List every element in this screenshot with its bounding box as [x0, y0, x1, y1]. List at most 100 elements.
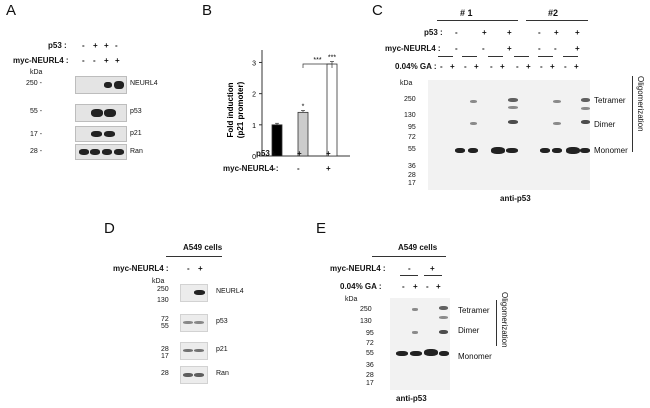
lane-pair-line: [514, 56, 529, 57]
chart-ylabel-1: Fold induction: [226, 82, 235, 137]
marker: 28: [161, 346, 169, 353]
panel-a-kda: kDa: [30, 69, 43, 76]
sign: -: [490, 62, 493, 71]
blot-d-p21: [180, 342, 208, 360]
group-1-label: # 1: [460, 8, 473, 18]
sign: +: [575, 28, 580, 37]
panel-b-myc-label: myc-NEURL4 :: [223, 164, 279, 173]
lane-pair-line: [462, 56, 477, 57]
marker: 55: [161, 323, 169, 330]
sign: +: [326, 164, 331, 173]
panel-d-label: D: [104, 220, 115, 237]
sign: -: [402, 282, 405, 291]
band-label: p21: [216, 346, 228, 353]
band-label: Ran: [216, 370, 229, 377]
marker: 72: [161, 316, 169, 323]
sign: +: [550, 62, 555, 71]
sign: +: [500, 62, 505, 71]
sign: +: [482, 28, 487, 37]
panel-b-p53-signs: - + +: [273, 149, 353, 159]
significance-mark: *: [302, 103, 305, 110]
panel-e-myc-label: myc-NEURL4 :: [330, 264, 386, 273]
marker: 17: [408, 180, 416, 187]
band-label: NEURL4: [216, 288, 244, 295]
oligo-bracket: [496, 300, 497, 346]
marker: 250: [360, 306, 372, 313]
sign: +: [430, 264, 435, 273]
marker: 55: [408, 146, 416, 153]
panel-c-myc-label: myc-NEURL4 :: [385, 44, 441, 53]
sign: +: [575, 44, 580, 53]
marker: 72: [366, 340, 374, 347]
right-label: Dimer: [594, 120, 616, 129]
sign: -: [297, 164, 300, 173]
panel-a-myc-label: myc-NEURL4 :: [13, 56, 69, 65]
band-label: p21: [130, 130, 142, 137]
marker: 95: [408, 124, 416, 131]
sign: +: [450, 62, 455, 71]
y-tick-label: 1: [252, 123, 256, 130]
sign: +: [93, 41, 98, 50]
marker: 28: [161, 370, 169, 377]
sign: +: [104, 41, 109, 50]
band-label: NEURL4: [130, 80, 158, 87]
right-label: Tetramer: [458, 306, 490, 315]
right-label: Dimer: [458, 326, 480, 335]
marker: 95: [366, 330, 374, 337]
panel-e-label: E: [316, 220, 327, 237]
sign: -: [564, 62, 567, 71]
lane-pair-line: [424, 275, 442, 276]
sign: +: [436, 282, 441, 291]
panel-e-cells: A549 cells: [398, 243, 438, 252]
marker: 130: [404, 112, 416, 119]
sign: -: [408, 264, 411, 273]
significance-mark: ***: [313, 57, 321, 64]
panel-e-gel: [390, 298, 450, 390]
sign: -: [516, 62, 519, 71]
lane-pair-line: [538, 56, 553, 57]
oligo-bracket: [632, 76, 633, 152]
panel-d-kda: kDa: [152, 278, 165, 285]
sign: +: [326, 149, 331, 158]
panel-c-kda: kDa: [400, 80, 413, 87]
sign: -: [115, 41, 118, 50]
sign: -: [440, 62, 443, 71]
marker: 72: [408, 134, 416, 141]
marker: 130: [360, 318, 372, 325]
sign: +: [115, 56, 120, 65]
sign: -: [538, 44, 541, 53]
marker: 17: [161, 353, 169, 360]
panel-c-ga-label: 0.04% GA :: [395, 62, 437, 71]
panel-e-ga-label: 0.04% GA :: [340, 282, 382, 291]
lane-pair-line: [438, 56, 453, 57]
blot-neurl4: [75, 76, 127, 94]
blot-p53: [75, 104, 127, 122]
panel-a-p53-label: p53 :: [48, 41, 67, 50]
significance-mark: ***: [328, 55, 336, 62]
bar: [326, 63, 338, 157]
y-tick-label: 3: [252, 60, 256, 67]
panel-e-kda: kDa: [345, 296, 358, 303]
sign: +: [413, 282, 418, 291]
marker: 250: [404, 96, 416, 103]
lane-pair-line: [488, 56, 503, 57]
marker: 250 -: [26, 80, 42, 87]
sign: -: [455, 44, 458, 53]
sign: -: [82, 56, 85, 65]
marker: 55: [366, 350, 374, 357]
sign: -: [82, 41, 85, 50]
oligomerization-label: Oligomerization: [500, 292, 509, 348]
marker: 36: [408, 163, 416, 170]
band-label: p53: [130, 108, 142, 115]
panel-c-myc-signs: - - + - - +: [455, 44, 595, 54]
sign: -: [538, 28, 541, 37]
oligomerization-label: Oligomerization: [636, 76, 645, 132]
group-2-label: #2: [548, 8, 559, 18]
panel-d-myc-label: myc-NEURL4 :: [113, 264, 169, 273]
y-tick-label: 0: [252, 154, 256, 160]
marker: 250: [157, 286, 169, 293]
right-label: Tetramer: [594, 96, 626, 105]
band-label: Ran: [130, 148, 143, 155]
marker: 55 -: [30, 108, 43, 115]
sign: -: [426, 282, 429, 291]
